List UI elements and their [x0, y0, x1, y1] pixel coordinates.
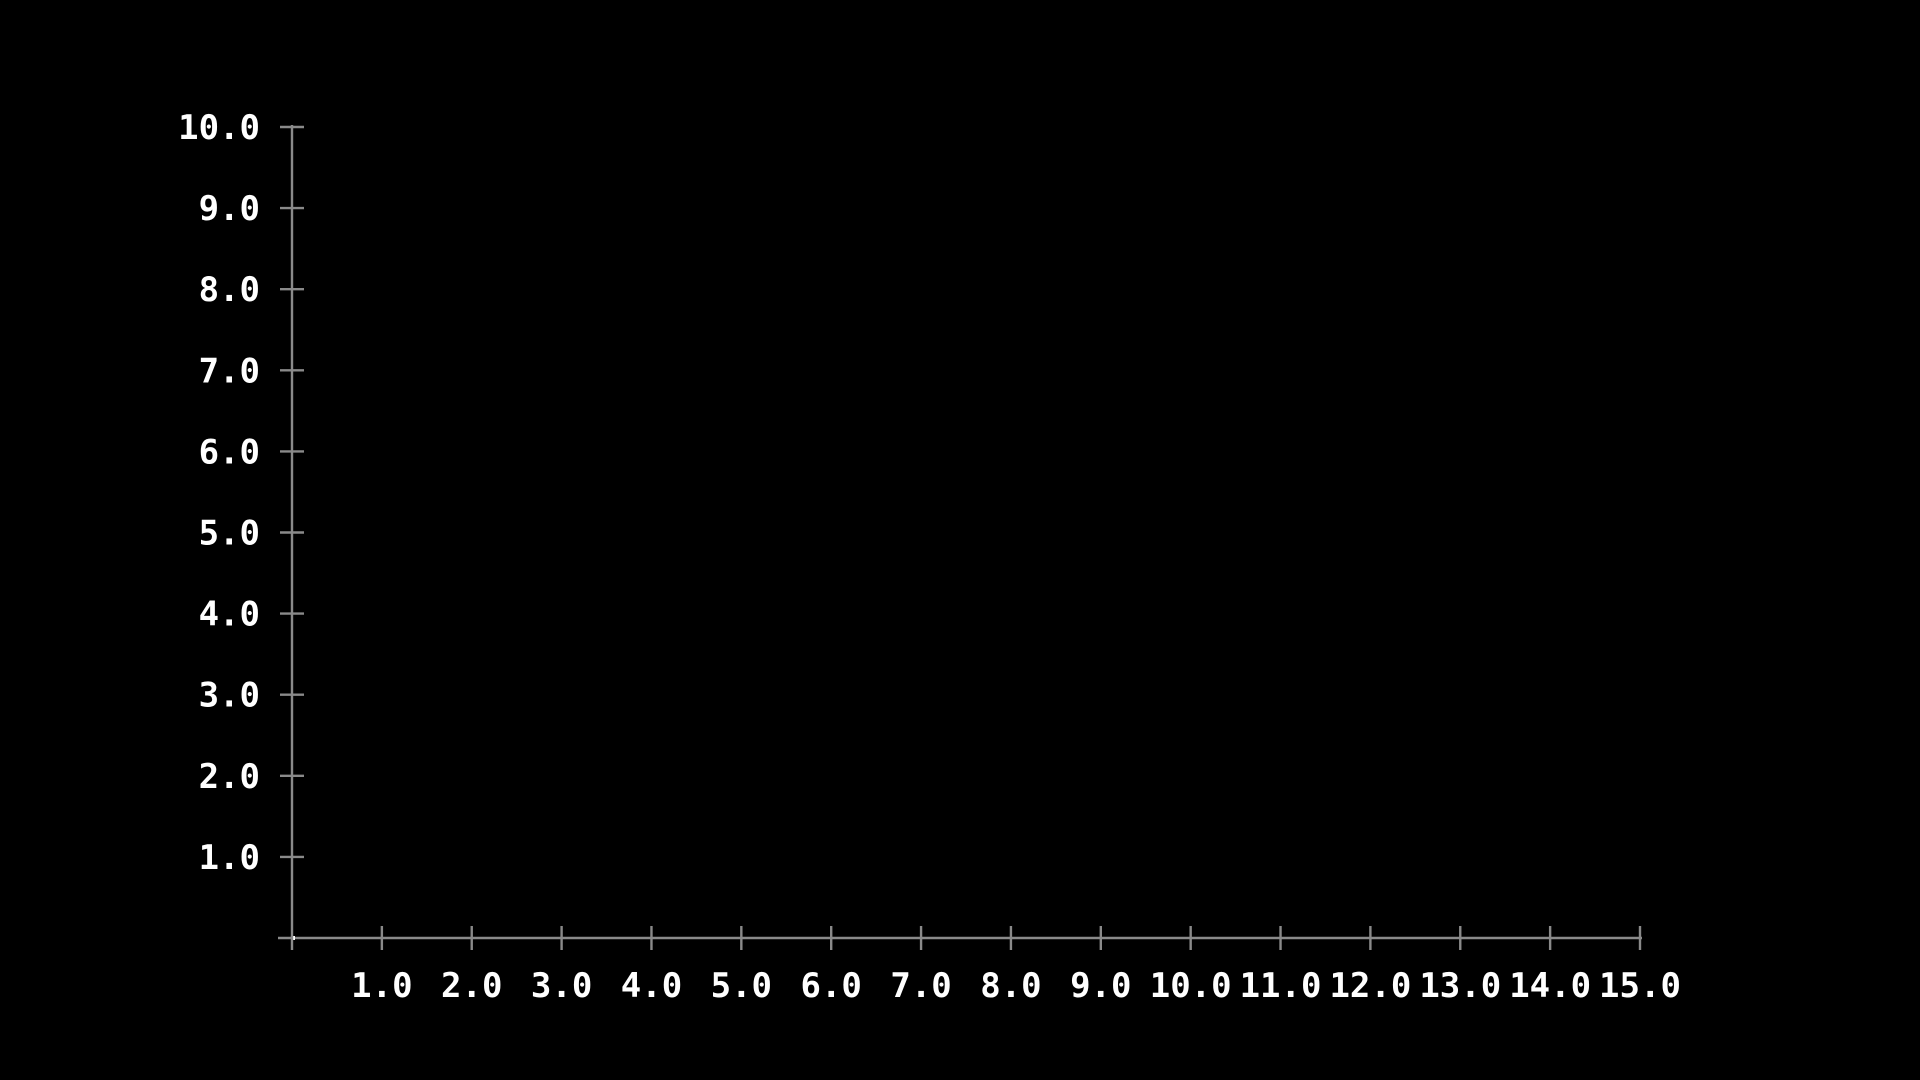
x-tick-label: 4.0	[621, 966, 682, 1006]
y-tick-label: 2.0	[199, 757, 260, 797]
x-tick-label: 7.0	[890, 966, 951, 1006]
y-axis-ticks: 1.0 2.0 3.0 4.0 5.0 6.0 7.0 8.0 9.0 10.0	[178, 108, 304, 878]
x-tick-label: 2.0	[441, 966, 502, 1006]
y-tick-label: 5.0	[199, 514, 260, 554]
y-tick-label: 6.0	[199, 432, 260, 472]
y-axis: 1.0 2.0 3.0 4.0 5.0 6.0 7.0 8.0 9.0 10.0	[178, 108, 304, 950]
y-tick-label: 1.0	[199, 838, 260, 878]
x-tick-label: 10.0	[1150, 966, 1232, 1006]
x-tick-label: 15.0	[1599, 966, 1681, 1006]
y-tick-label: 8.0	[199, 270, 260, 310]
x-tick-label: 6.0	[800, 966, 861, 1006]
x-axis-ticks: 1.0 2.0 3.0 4.0 5.0 6.0 7.0 8.0 9.0 10.0 11.0 12.0 1…	[292, 926, 1681, 1006]
y-tick-label: 10.0	[178, 108, 260, 148]
x-tick-label: 9.0	[1070, 966, 1131, 1006]
x-tick-label: 14.0	[1509, 966, 1591, 1006]
origin-marker	[292, 936, 295, 940]
x-tick-label: 5.0	[711, 966, 772, 1006]
x-tick-label: 3.0	[531, 966, 592, 1006]
y-tick-label: 4.0	[199, 595, 260, 635]
x-axis: 1.0 2.0 3.0 4.0 5.0 6.0 7.0 8.0 9.0 10.0 11.0 12.0 1…	[278, 926, 1681, 1006]
x-tick-label: 11.0	[1240, 966, 1322, 1006]
y-tick-label: 9.0	[199, 189, 260, 229]
x-tick-label: 8.0	[980, 966, 1041, 1006]
x-tick-label: 13.0	[1419, 966, 1501, 1006]
x-tick-label: 12.0	[1329, 966, 1411, 1006]
x-tick-label: 1.0	[351, 966, 412, 1006]
y-tick-label: 7.0	[199, 351, 260, 391]
y-tick-label: 3.0	[199, 676, 260, 716]
